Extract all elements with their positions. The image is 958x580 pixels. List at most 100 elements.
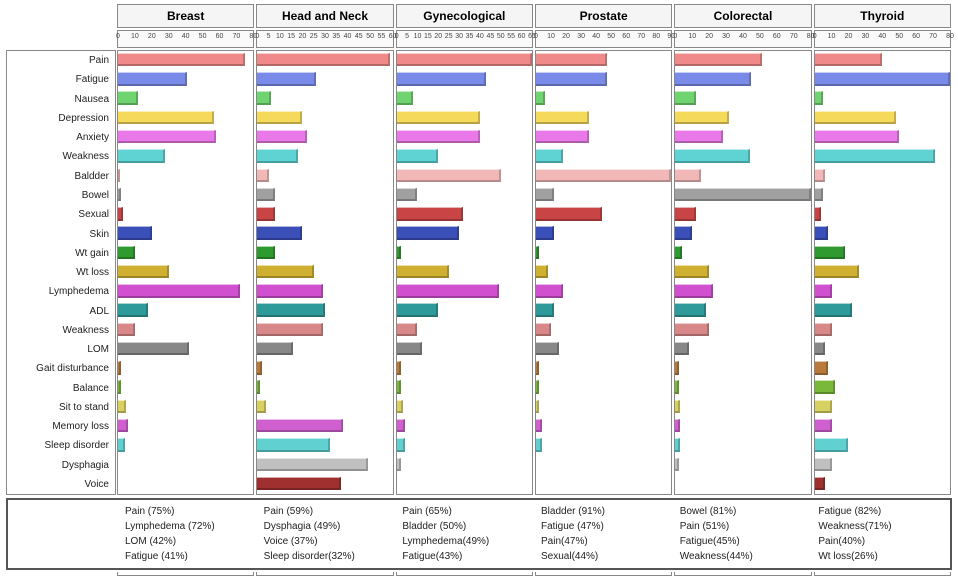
bar-row <box>118 90 253 109</box>
panel-header-row: Breast Head and Neck Gynecological Prost… <box>6 4 952 28</box>
bar-row <box>536 147 671 166</box>
bar-row <box>815 301 950 320</box>
bar-row <box>397 263 532 282</box>
bar <box>675 188 810 201</box>
bar <box>815 207 822 220</box>
bar <box>397 323 418 336</box>
bar-row <box>118 128 253 147</box>
bar <box>675 438 680 451</box>
bar <box>118 284 240 297</box>
axis-tick: 40 <box>592 33 600 40</box>
summary-line: Lymphedema (72%) <box>125 519 250 534</box>
bar <box>118 419 128 432</box>
bar-row <box>675 456 810 475</box>
axis-tick: 35 <box>332 33 340 40</box>
category-label: Voice <box>7 475 115 494</box>
bar-row <box>257 128 392 147</box>
bar-row <box>118 167 253 186</box>
bar-row <box>118 301 253 320</box>
bar-row <box>257 70 392 89</box>
bar <box>815 284 832 297</box>
bar-row <box>257 90 392 109</box>
bar-row <box>536 70 671 89</box>
bar-row <box>118 51 253 70</box>
chart-panel <box>396 50 533 495</box>
bar <box>257 361 262 374</box>
bar-row <box>397 109 532 128</box>
chart-panel <box>117 50 254 495</box>
bar <box>118 226 152 239</box>
bar-row <box>815 244 950 263</box>
bar-row <box>257 398 392 417</box>
bar-row <box>815 90 950 109</box>
bottom-cap <box>535 572 672 576</box>
bar-row <box>675 186 810 205</box>
bar-row <box>536 436 671 455</box>
axis-tick: 0 <box>116 33 120 40</box>
bar-row <box>815 186 950 205</box>
bar <box>257 169 268 182</box>
bar-row <box>536 90 671 109</box>
bar <box>815 111 896 124</box>
bar <box>257 380 259 393</box>
bar-row <box>118 417 253 436</box>
bar <box>815 400 832 413</box>
panel-header: Gynecological <box>396 4 533 28</box>
bar-row <box>257 379 392 398</box>
bar <box>675 342 689 355</box>
bar-row <box>118 340 253 359</box>
bar <box>675 72 751 85</box>
bar <box>536 438 542 451</box>
bar-row <box>675 436 810 455</box>
category-label: Sleep disorder <box>7 436 115 455</box>
axis-row: 01020304050607080 0510152025303540455055… <box>6 30 952 48</box>
bar <box>397 111 480 124</box>
bar <box>815 53 883 66</box>
bar <box>257 303 325 316</box>
bar <box>397 361 401 374</box>
bar <box>536 72 607 85</box>
bar <box>397 342 422 355</box>
axis-tick: 50 <box>607 33 615 40</box>
bar-row <box>815 340 950 359</box>
bar-row <box>815 417 950 436</box>
bar <box>118 53 245 66</box>
bar <box>257 130 307 143</box>
bar-row <box>815 321 950 340</box>
axis-tick: 20 <box>434 33 442 40</box>
bar-row <box>536 51 671 70</box>
bar <box>118 323 135 336</box>
bar-row <box>815 379 950 398</box>
bar <box>118 207 123 220</box>
bar <box>815 438 849 451</box>
bar-row <box>397 51 532 70</box>
summary-row: Pain (75%)Lymphedema (72%)LOM (42%)Fatig… <box>6 498 952 570</box>
bar-row <box>118 436 253 455</box>
bar <box>257 438 329 451</box>
bar <box>118 111 214 124</box>
bar-row <box>257 186 392 205</box>
bar <box>675 458 678 471</box>
bar-row <box>397 128 532 147</box>
y-axis-labels: PainFatigueNauseaDepressionAnxietyWeakne… <box>6 50 116 495</box>
bar <box>118 72 187 85</box>
bar <box>257 188 275 201</box>
bar <box>815 149 935 162</box>
bar <box>257 226 302 239</box>
bar <box>536 323 551 336</box>
bar <box>118 130 216 143</box>
panel-header: Prostate <box>535 4 672 28</box>
summary-line: Fatigue (41%) <box>125 549 250 564</box>
bar-row <box>536 379 671 398</box>
bar-row <box>815 436 950 455</box>
category-label: Anxiety <box>7 128 115 147</box>
summary-line: Pain (59%) <box>264 504 389 519</box>
bar-row <box>257 282 392 301</box>
bar <box>675 226 692 239</box>
bar-row <box>257 263 392 282</box>
bar <box>257 53 390 66</box>
bar <box>118 169 120 182</box>
bar <box>536 226 554 239</box>
bar-row <box>397 244 532 263</box>
axis-tick: 30 <box>321 33 329 40</box>
